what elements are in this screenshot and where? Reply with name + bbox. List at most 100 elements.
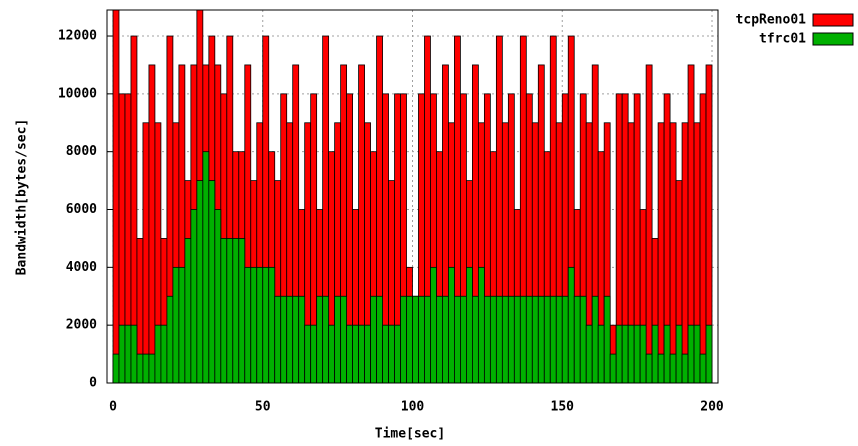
bar: [633, 324, 641, 384]
x-tick-label: 150: [551, 400, 575, 415]
bar: [543, 295, 551, 384]
bar: [358, 324, 365, 384]
bar: [472, 295, 479, 384]
bar: [214, 209, 222, 384]
bar: [112, 9, 120, 384]
bar: [370, 295, 377, 384]
bar: [460, 295, 467, 384]
bar: [675, 324, 683, 384]
bar: [507, 295, 515, 384]
bar: [555, 295, 563, 384]
bar: [292, 295, 300, 384]
bar: [621, 324, 629, 384]
bar: [256, 266, 264, 384]
bar: [334, 295, 342, 384]
bar: [477, 266, 485, 384]
bar: [645, 64, 653, 384]
bar: [549, 295, 557, 384]
bar: [651, 324, 659, 384]
bar: [142, 353, 150, 384]
legend-label: tcpReno01: [736, 13, 807, 28]
x-tick-label: 200: [700, 400, 724, 415]
y-tick-label: 0: [89, 376, 97, 391]
bar: [364, 324, 371, 384]
bar: [316, 295, 324, 384]
bar: [244, 266, 252, 384]
bar: [567, 266, 575, 384]
bar: [603, 295, 611, 384]
bar: [382, 324, 389, 384]
y-tick-label: 2000: [66, 318, 97, 333]
bar: [681, 122, 689, 384]
bar: [669, 353, 677, 384]
bar: [136, 353, 144, 384]
bar: [531, 295, 539, 384]
bar: [268, 266, 276, 384]
bar: [142, 122, 150, 384]
bar: [262, 266, 270, 384]
bar: [489, 295, 497, 384]
bar: [190, 209, 198, 384]
x-tick-label: 0: [109, 400, 117, 415]
bar: [627, 324, 635, 384]
bar: [525, 295, 533, 384]
bar: [130, 324, 138, 384]
bar: [172, 266, 180, 384]
bar: [124, 324, 132, 384]
bar: [148, 64, 156, 384]
y-axis-label: Bandwidth[bytes/sec]: [15, 119, 30, 276]
bar: [519, 295, 527, 384]
y-tick-label: 4000: [66, 260, 97, 275]
bar: [669, 122, 677, 384]
bar: [310, 324, 318, 384]
bar: [495, 295, 503, 384]
bar: [226, 238, 234, 384]
bar: [573, 295, 581, 384]
bar: [513, 295, 521, 384]
bar: [406, 295, 413, 384]
x-tick-label: 50: [255, 400, 271, 415]
bar: [298, 295, 306, 384]
bar: [693, 324, 701, 384]
bar: [322, 295, 330, 384]
bar: [376, 295, 383, 384]
bar: [112, 353, 120, 384]
bar: [340, 295, 348, 384]
bar: [579, 295, 587, 384]
bar: [681, 353, 689, 384]
bar: [280, 295, 288, 384]
bar: [166, 295, 174, 384]
bar: [412, 295, 419, 384]
bar: [118, 324, 126, 384]
bar: [274, 295, 282, 384]
bar: [430, 266, 437, 384]
bar: [615, 324, 623, 384]
legend-label: tfrc01: [759, 32, 806, 47]
bar: [597, 324, 605, 384]
bar: [609, 353, 617, 384]
legend-swatch: [812, 13, 854, 27]
bar: [483, 295, 491, 384]
bar: [352, 324, 359, 384]
bar: [304, 324, 312, 384]
bar: [202, 151, 210, 384]
bar: [585, 324, 593, 384]
bar: [346, 324, 353, 384]
bar: [208, 180, 216, 384]
bar: [687, 324, 695, 384]
bar: [154, 324, 162, 384]
bar: [436, 295, 443, 384]
bar: [250, 266, 258, 384]
bar: [699, 93, 707, 384]
bar: [424, 295, 431, 384]
bar: [699, 353, 707, 384]
bar: [537, 295, 545, 384]
bar: [454, 295, 461, 384]
bar: [639, 324, 647, 384]
bar: [238, 238, 246, 384]
bar: [286, 295, 294, 384]
y-tick-label: 8000: [66, 144, 97, 159]
x-tick-label: 100: [401, 400, 425, 415]
bar: [663, 324, 671, 384]
